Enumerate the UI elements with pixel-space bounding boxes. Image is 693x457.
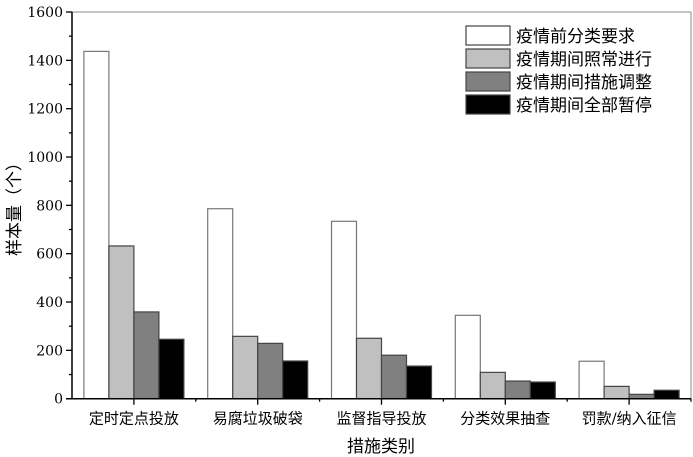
- legend-label-1: 疫情前分类要求: [516, 27, 635, 47]
- legend-label-2: 疫情期间照常进行: [516, 50, 652, 70]
- bar-3-2: [257, 342, 284, 400]
- bar-2-1: [108, 245, 135, 400]
- y-tick-label: 400: [36, 295, 63, 311]
- bar-3-1: [133, 311, 160, 400]
- bar-4-2: [282, 360, 309, 400]
- bar-1-1: [83, 50, 110, 400]
- y-tick-label: 800: [36, 198, 63, 214]
- legend-swatch-2: [465, 48, 511, 69]
- bar-2-4: [479, 371, 506, 400]
- axes-layer: 0 200 400 600 800 1000 1200 1400 1600 定时定点投放 易腐垃圾破…: [27, 5, 692, 428]
- x-axis-label: 措施类别: [347, 437, 415, 457]
- x-tick-label: 分类效果抽查: [460, 410, 550, 428]
- legend-swatch-4: [465, 94, 511, 115]
- bar-1-3: [330, 220, 358, 400]
- bar-4-4: [529, 381, 556, 400]
- bars-layer: [83, 50, 680, 400]
- bar-2-5: [603, 385, 630, 400]
- legend-label-4: 疫情期间全部暂停: [516, 96, 652, 116]
- y-tick-label: 600: [36, 247, 63, 263]
- y-tick-label: 1600: [27, 5, 63, 21]
- bar-1-5: [578, 360, 605, 400]
- bar-4-3: [405, 365, 433, 400]
- bar-1-2: [207, 208, 234, 400]
- bar-3-3: [380, 354, 408, 400]
- y-tick-label: 1400: [27, 53, 63, 69]
- y-tick-label: 0: [54, 392, 63, 408]
- y-tick-label: 200: [36, 343, 63, 359]
- y-tick-label: 1000: [27, 150, 63, 166]
- y-tick-label: 1200: [27, 102, 63, 118]
- bar-4-1: [158, 338, 185, 400]
- x-tick-label: 监督指导投放: [336, 410, 426, 428]
- bar-2-2: [232, 335, 259, 400]
- bar-4-5: [653, 389, 680, 400]
- legend-swatch-3: [465, 71, 511, 92]
- x-tick-label: 定时定点投放: [89, 410, 179, 428]
- bar-2-3: [355, 337, 383, 400]
- bar-3-4: [504, 380, 531, 400]
- bar-1-4: [454, 314, 481, 400]
- x-tick-label: 罚款/纳入征信: [582, 410, 677, 428]
- legend-label-3: 疫情期间措施调整: [516, 73, 652, 93]
- legend-swatch-1: [465, 25, 511, 46]
- x-tick-label: 易腐垃圾破袋: [213, 410, 303, 428]
- y-axis-label: 样本量（个）: [5, 154, 25, 256]
